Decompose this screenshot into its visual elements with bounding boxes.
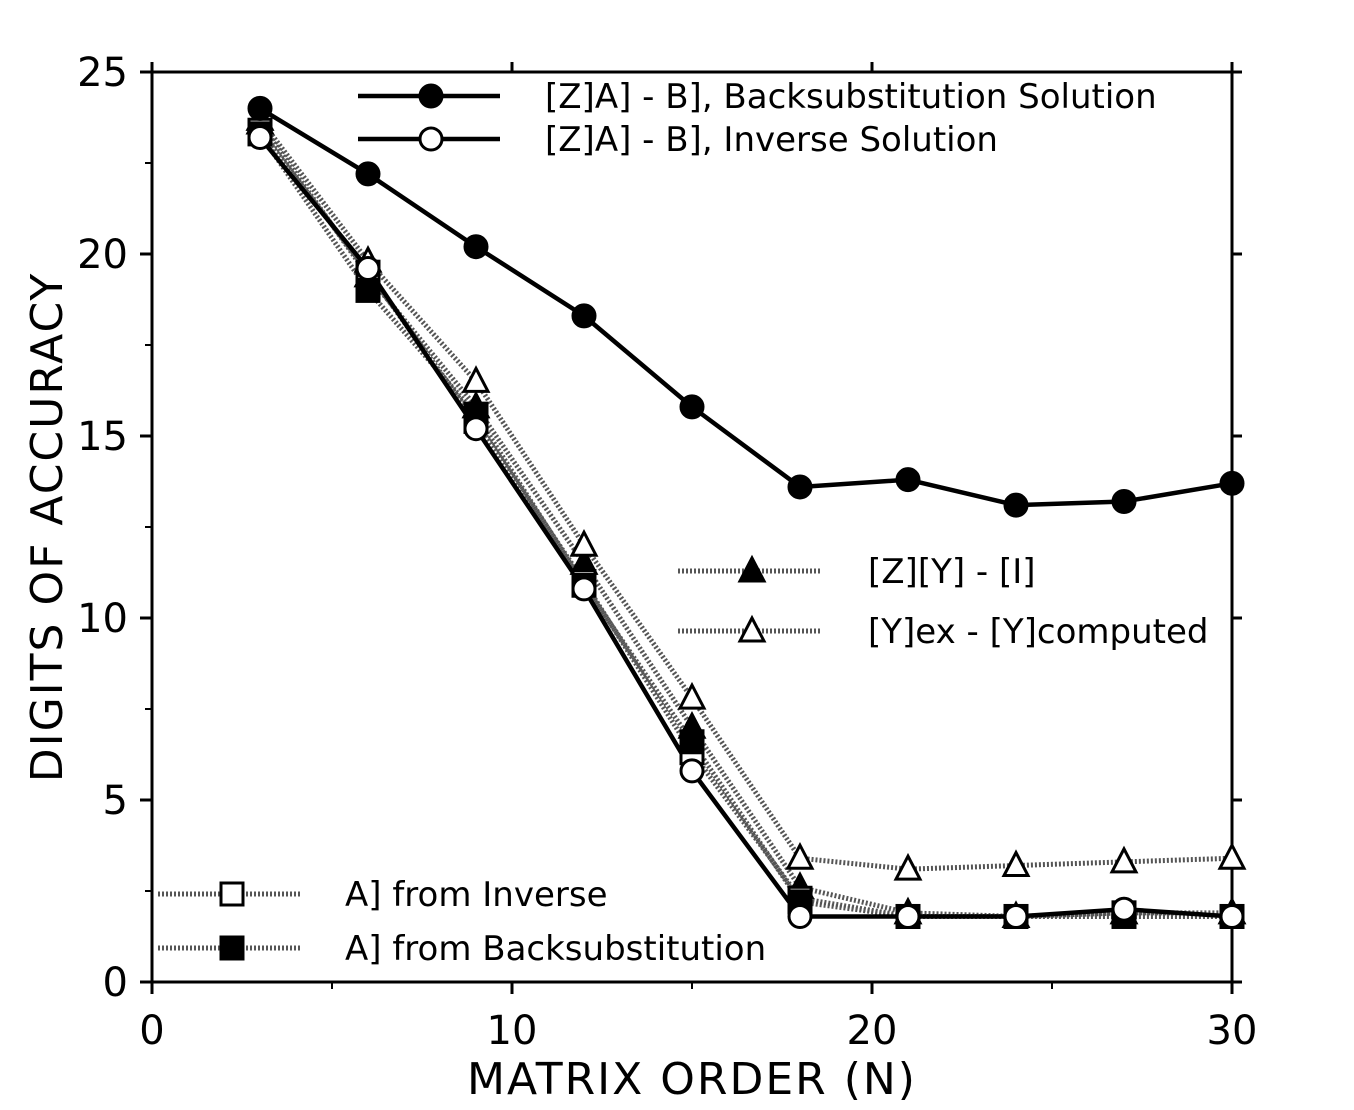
legend-entry-5: A] from Backsubstitution <box>158 929 766 969</box>
legend-label: A] from Backsubstitution <box>345 929 766 969</box>
legend-marker <box>418 83 444 109</box>
series-markers <box>245 95 1247 929</box>
series-line-1 <box>258 136 1233 919</box>
y-tick-label: 25 <box>77 50 128 96</box>
data-point-s0-5 <box>787 474 813 500</box>
y-axis-title: DIGITS OF ACCURACY <box>22 272 73 783</box>
legend-label: [Z]A] - B], Inverse Solution <box>545 120 998 160</box>
axes: 0 10 20 30 0 5 10 15 20 25 <box>77 50 1257 1054</box>
data-point-s0-9 <box>1219 470 1245 496</box>
data-point-s0-4 <box>679 394 705 420</box>
data-point-s5-4 <box>679 729 705 755</box>
data-point-s3-4 <box>677 681 707 710</box>
legend-label: [Z]A] - B], Backsubstitution Solution <box>545 77 1157 117</box>
y-tick-label: 10 <box>77 596 128 642</box>
series-line-0 <box>258 106 1233 508</box>
data-point-s3-3 <box>569 528 599 557</box>
data-point-s3-8 <box>1109 845 1139 874</box>
data-point-s1-0 <box>247 125 273 151</box>
legend-label: [Z][Y] - [I] <box>868 552 1036 592</box>
data-point-s5-1 <box>355 277 381 303</box>
legend-entry-2: [Z][Y] - [I] <box>678 552 1036 592</box>
data-point-s1-2 <box>463 416 489 442</box>
data-point-s0-8 <box>1111 489 1137 515</box>
data-point-s3-9 <box>1217 841 1247 870</box>
x-tick-label: 0 <box>139 1008 164 1054</box>
series-line-3 <box>258 117 1233 872</box>
data-point-s3-6 <box>893 852 923 881</box>
data-point-s0-2 <box>463 234 489 260</box>
data-point-s3-2 <box>461 365 491 393</box>
data-point-s0-3 <box>571 303 597 329</box>
data-point-s1-1 <box>355 256 381 282</box>
legend-marker <box>737 554 767 583</box>
data-point-s1-8 <box>1111 896 1137 922</box>
legend-entry-3: [Y]ex - [Y]computed <box>678 612 1209 652</box>
y-tick-label: 5 <box>103 778 128 824</box>
legend-entry-0: [Z]A] - B], Backsubstitution Solution <box>358 77 1157 117</box>
legend-label: [Y]ex - [Y]computed <box>868 612 1209 652</box>
data-point-s0-7 <box>1003 492 1029 518</box>
data-point-s1-6 <box>895 903 921 929</box>
y-tick-label: 0 <box>103 960 128 1006</box>
data-point-s1-7 <box>1003 903 1029 929</box>
data-point-s0-6 <box>895 467 921 493</box>
legend: [Z]A] - B], Backsubstitution Solution[Z]… <box>158 77 1209 969</box>
legend-label: A] from Inverse <box>345 875 608 915</box>
data-point-s3-5 <box>785 841 815 870</box>
y-tick-label: 20 <box>77 232 128 278</box>
legend-marker <box>418 126 444 152</box>
y-tick-label: 15 <box>77 414 128 460</box>
series-line-2 <box>257 121 1232 919</box>
x-axis-title: MATRIX ORDER (N) <box>467 1054 917 1105</box>
legend-entry-4: A] from Inverse <box>158 875 608 915</box>
data-point-s1-9 <box>1219 903 1245 929</box>
data-point-s0-0 <box>247 95 273 121</box>
x-tick-label: 10 <box>487 1008 538 1054</box>
data-point-s1-5 <box>787 903 813 929</box>
series-lines <box>257 106 1233 919</box>
series-line-4 <box>258 128 1233 919</box>
legend-marker <box>219 935 245 961</box>
data-point-s1-3 <box>571 576 597 602</box>
data-point-s0-1 <box>355 161 381 187</box>
series-line-5 <box>257 132 1232 919</box>
data-point-s3-7 <box>1001 849 1031 878</box>
legend-marker <box>219 881 245 907</box>
x-tick-label: 30 <box>1207 1008 1258 1054</box>
x-tick-label: 20 <box>847 1008 898 1054</box>
data-point-s1-4 <box>679 758 705 784</box>
legend-marker <box>737 614 767 643</box>
legend-entry-1: [Z]A] - B], Inverse Solution <box>358 120 998 160</box>
